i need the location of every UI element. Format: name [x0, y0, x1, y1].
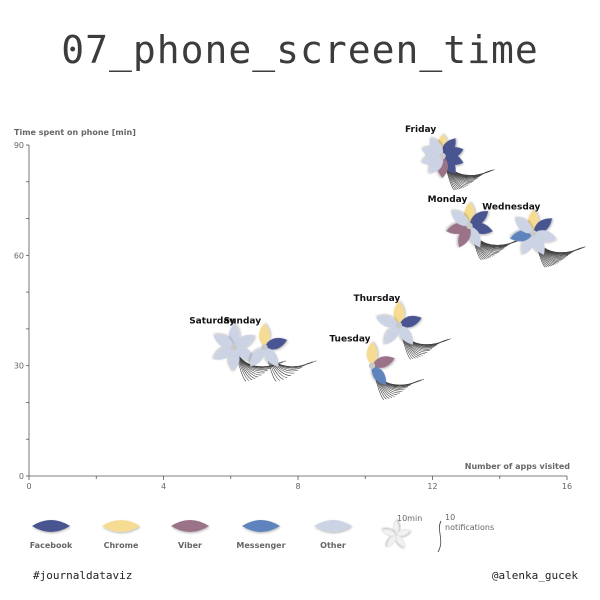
- day-label: Thursday: [353, 294, 400, 304]
- legend-swatch: [314, 520, 352, 532]
- petal-viber: [371, 356, 395, 368]
- legend-label: Chrome: [104, 541, 139, 550]
- petal-chrome: [258, 323, 270, 348]
- legend-item-chrome: Chrome: [102, 520, 140, 550]
- legend-petal: [381, 529, 397, 537]
- petal-group: [376, 301, 422, 345]
- y-axis-label: Time spent on phone [min]: [14, 128, 136, 137]
- legend-label: Messenger: [236, 541, 285, 550]
- legend-petal: [392, 519, 400, 536]
- petal-messenger: [371, 365, 387, 386]
- flower-thursday: Thursday: [353, 294, 451, 360]
- petal-other: [450, 210, 470, 227]
- flower-center: [368, 362, 376, 369]
- y-tick-label: 0: [19, 472, 24, 481]
- petal-other: [532, 233, 545, 255]
- legend-swatch: [171, 520, 209, 532]
- day-label: Saturday: [189, 316, 235, 326]
- hashtag-text: #journaldataviz: [33, 569, 133, 582]
- chart-title: 07_phone_screen_time: [61, 28, 539, 72]
- flower-center: [466, 222, 473, 230]
- flower-center: [395, 322, 403, 329]
- flower-friday: Friday: [405, 125, 495, 191]
- flower-tuesday: Tuesday: [329, 335, 425, 400]
- petal-other: [213, 334, 235, 349]
- petal-facebook: [469, 210, 489, 227]
- legend: Facebook Chrome Viber Messenger Other 10min 10…: [30, 513, 494, 553]
- petal-other: [213, 346, 235, 360]
- y-tick-label: 60: [14, 251, 24, 260]
- x-tick-label: 8: [295, 482, 300, 491]
- day-label: Wednesday: [482, 202, 540, 212]
- petal-other: [234, 346, 255, 360]
- y-tick-label: 90: [14, 141, 24, 150]
- petal-other: [234, 334, 255, 349]
- petal-other: [264, 347, 279, 367]
- flower-sunday: Sunday: [224, 316, 317, 382]
- legend-petal: [386, 534, 397, 548]
- petal-group: [446, 201, 493, 248]
- legend-item-messenger: Messenger: [236, 520, 286, 550]
- day-label: Friday: [405, 125, 436, 135]
- petal-group: [366, 341, 395, 386]
- legend-petal: [395, 529, 411, 537]
- legend-stem: [437, 520, 442, 553]
- petal-chrome: [393, 301, 405, 326]
- flower-center: [230, 344, 238, 351]
- legend-stem-label: 10: [445, 513, 455, 522]
- legend-stem-label: notifications: [445, 523, 494, 532]
- legend-petal-scale: 10min: [381, 514, 422, 548]
- petal-group: [509, 209, 557, 255]
- tick-group: 0 4 8 12 16 0 30 60 90: [14, 141, 572, 491]
- flower-monday: Monday: [428, 195, 522, 261]
- legend-item-viber: Viber: [171, 520, 209, 550]
- petal-other: [384, 325, 400, 345]
- petal-group: [250, 323, 288, 367]
- y-tick-label: 30: [14, 362, 24, 371]
- x-tick-label: 12: [427, 482, 437, 491]
- legend-swatch: [242, 520, 280, 532]
- petal-other: [398, 325, 414, 345]
- legend-petal-label: 10min: [397, 514, 422, 523]
- axes: Time spent on phone [min] Number of apps…: [14, 128, 570, 477]
- x-tick-label: 4: [161, 482, 166, 491]
- flower-center: [261, 344, 268, 351]
- credit-text: @alenka_gucek: [491, 569, 578, 582]
- legend-item-other: Other: [314, 520, 352, 550]
- flower-saturday: Saturday: [189, 316, 287, 382]
- x-tick-label: 0: [26, 482, 31, 491]
- x-tick-label: 16: [562, 482, 572, 491]
- flower-center: [530, 230, 537, 237]
- petal-other: [376, 315, 399, 328]
- petal-other: [250, 347, 265, 367]
- day-label: Monday: [428, 195, 468, 205]
- petal-chrome: [366, 341, 378, 366]
- flower-center: [439, 152, 446, 160]
- petal-group: [421, 134, 464, 179]
- legend-swatch: [32, 520, 70, 532]
- petal-other: [468, 225, 481, 248]
- petal-facebook: [398, 315, 422, 328]
- day-label: Tuesday: [329, 335, 370, 345]
- flower-wednesday: Wednesday: [482, 202, 586, 268]
- legend-label: Viber: [178, 541, 202, 550]
- legend-label: Other: [320, 541, 346, 550]
- petal-group: [213, 323, 255, 372]
- petal-other: [514, 218, 534, 234]
- petal-facebook: [264, 337, 288, 350]
- petal-other: [429, 138, 444, 157]
- petal-facebook: [533, 218, 553, 234]
- legend-swatch: [102, 520, 140, 532]
- legend-label: Facebook: [30, 541, 73, 550]
- legend-item-facebook: Facebook: [30, 520, 73, 550]
- x-axis-label: Number of apps visited: [465, 462, 570, 471]
- legend-petal: [395, 534, 406, 548]
- day-label: Sunday: [224, 316, 262, 326]
